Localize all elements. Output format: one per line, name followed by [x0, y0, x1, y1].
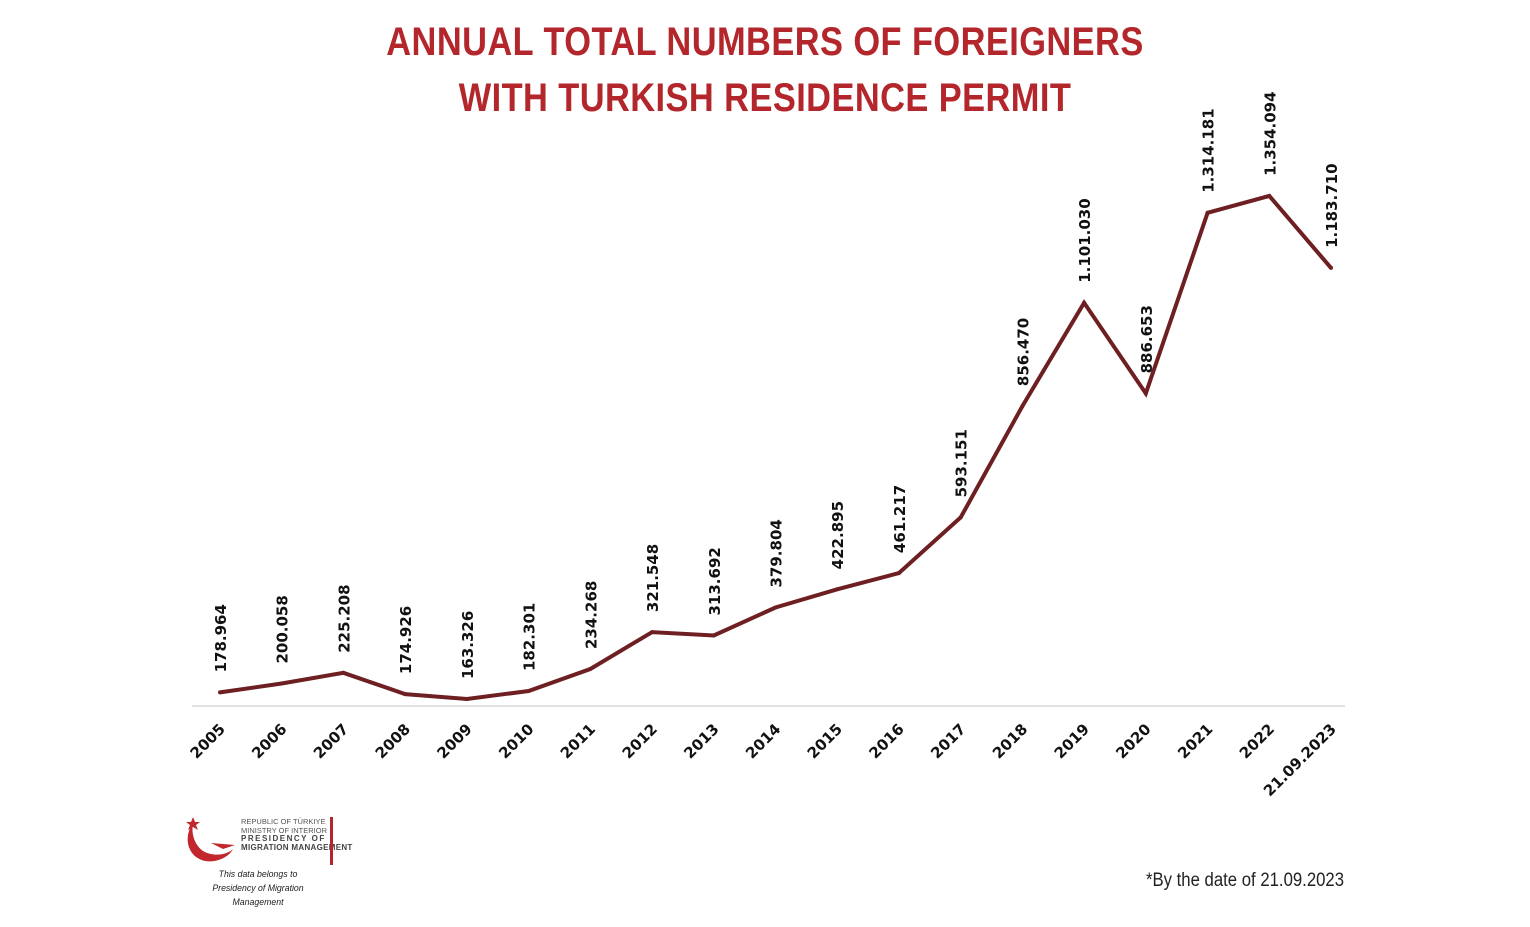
footnote: *By the date of 21.09.2023 — [1145, 870, 1344, 891]
data-point — [650, 630, 655, 635]
data-point — [1020, 404, 1025, 409]
ministry-logo: REPUBLIC OF TÜRKIYE MINISTRY OF INTERIOR… — [183, 815, 352, 908]
logo-line-1: REPUBLIC OF TÜRKIYE — [241, 817, 326, 826]
data-label: 174.926 — [397, 606, 415, 674]
data-label: 1.314.181 — [1200, 108, 1218, 192]
logo-line-4: MIGRATION MANAGEMENT — [241, 842, 353, 852]
data-point — [958, 515, 963, 520]
logo-line-3: PRESIDENCY OF — [241, 834, 326, 843]
data-point — [464, 697, 469, 701]
data-point — [773, 605, 778, 610]
data-label: 163.326 — [459, 611, 477, 679]
data-label: 178.964 — [212, 604, 230, 672]
x-tick-label: 2018 — [989, 720, 1031, 762]
logo-caption-line-2: Presidency of Migration Management — [212, 883, 304, 908]
x-tick-label: 2012 — [619, 720, 661, 762]
x-tick-label: 2015 — [804, 720, 846, 762]
x-tick-label: 2017 — [927, 720, 969, 762]
x-tick-label: 2016 — [865, 720, 907, 762]
x-tick-label: 2008 — [372, 720, 414, 762]
x-tick-layer: 2005 2006 2007 2008 2009 2010 2011 2012 2013 2014… — [187, 720, 1340, 800]
data-label: 321.548 — [644, 544, 662, 612]
series-line — [219, 193, 1333, 702]
logo-text: REPUBLIC OF TÜRKIYE MINISTRY OF INTERIOR… — [241, 817, 353, 852]
x-tick-label: 2007 — [310, 720, 352, 762]
data-point — [711, 633, 716, 638]
data-label-layer: 178.964 200.058 225.208 174.926 163.326 182.3… — [212, 91, 1341, 679]
data-label: 1.354.094 — [1261, 91, 1279, 175]
data-label: 856.470 — [1014, 318, 1032, 386]
data-point — [403, 692, 408, 697]
data-point — [1143, 391, 1148, 396]
data-label: 313.692 — [706, 547, 724, 615]
x-tick-label: 2005 — [187, 720, 229, 762]
data-point — [341, 670, 346, 675]
x-tick-label: 2020 — [1112, 720, 1154, 762]
x-tick-label: 2006 — [248, 720, 290, 762]
logo-caption: This data belongs to Presidency of Migra… — [189, 868, 327, 910]
data-label: 379.804 — [768, 519, 786, 587]
chart-title-line-1: ANNUAL TOTAL NUMBERS OF FOREIGNERS — [386, 20, 1144, 64]
x-tick-label: 2009 — [433, 720, 475, 762]
crescent-star-bird-icon — [186, 817, 235, 862]
logo-line-2: MINISTRY OF INTERIOR — [241, 825, 327, 835]
data-point — [1205, 210, 1210, 215]
logo-divider — [330, 817, 333, 865]
data-point — [526, 689, 531, 693]
x-tick-label: 2011 — [557, 720, 599, 762]
x-tick-label: 2014 — [742, 720, 784, 762]
data-point — [1329, 265, 1333, 270]
data-point — [588, 667, 593, 671]
series-layer — [218, 193, 1333, 702]
data-label: 234.268 — [582, 581, 600, 649]
data-label: 225.208 — [335, 584, 353, 652]
data-label: 422.895 — [829, 501, 847, 569]
data-label: 461.217 — [891, 485, 909, 553]
data-point — [896, 571, 901, 576]
data-label: 182.301 — [521, 603, 539, 671]
data-point — [1082, 300, 1087, 305]
data-label: 200.058 — [274, 595, 292, 663]
x-tick-label: 2010 — [495, 720, 537, 762]
data-point — [835, 587, 840, 592]
x-tick-label: 2021 — [1174, 720, 1216, 762]
data-label: 593.151 — [953, 429, 971, 497]
data-point — [218, 690, 222, 695]
logo-caption-line-1: This data belongs to — [218, 869, 298, 880]
data-label: 1.183.710 — [1323, 163, 1341, 247]
data-point — [1267, 193, 1272, 198]
data-label: 1.101.030 — [1076, 198, 1094, 282]
data-point — [279, 681, 284, 686]
x-tick-label: 2019 — [1051, 720, 1093, 762]
x-tick-label: 2013 — [680, 720, 722, 762]
chart-title-line-2: WITH TURKISH RESIDENCE PERMIT — [458, 76, 1072, 120]
x-tick-label: 2022 — [1236, 720, 1278, 762]
data-label: 886.653 — [1138, 305, 1156, 373]
